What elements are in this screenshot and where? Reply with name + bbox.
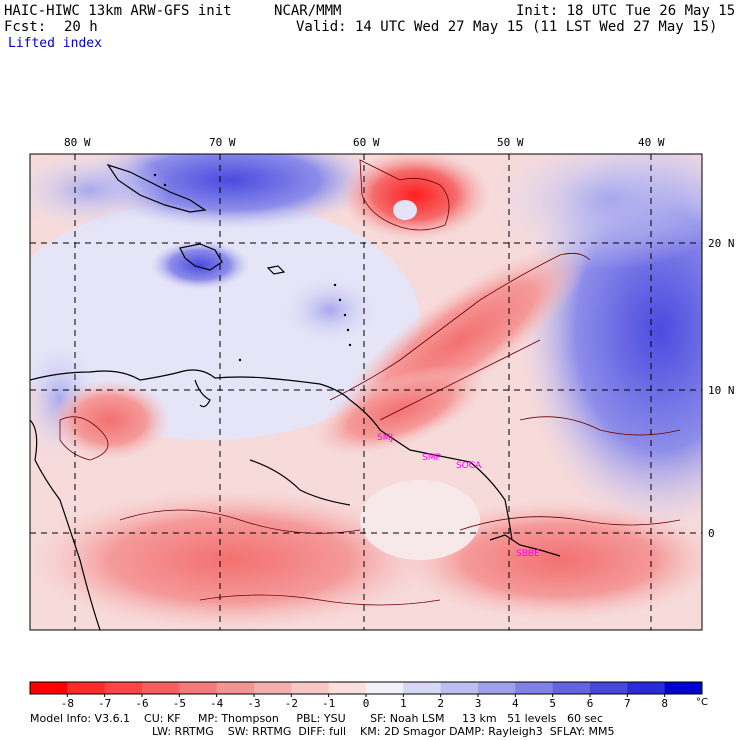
institution: NCAR/MMM bbox=[274, 3, 342, 19]
station-soca: SOCA bbox=[456, 461, 482, 471]
colorbar-swatch bbox=[254, 682, 292, 694]
longitude-labels: 80 W 70 W 60 W 50 W 40 W bbox=[64, 136, 665, 149]
map-frame bbox=[29, 153, 703, 631]
colorbar-swatch bbox=[440, 682, 479, 694]
colorbar-tick-label: -1 bbox=[322, 697, 335, 710]
colorbar-swatch bbox=[30, 682, 68, 694]
colorbar-tick-label: -5 bbox=[173, 697, 186, 710]
lon-label-40w: 40 W bbox=[638, 136, 665, 149]
lon-label-80w: 80 W bbox=[64, 136, 91, 149]
station-labels: SMJ SMP SOCA SBBE bbox=[377, 433, 540, 559]
lon-label-50w: 50 W bbox=[497, 136, 524, 149]
lon-label-60w: 60 W bbox=[353, 136, 380, 149]
valid-time: Valid: 14 UTC Wed 27 May 15 (11 LST Wed … bbox=[296, 19, 718, 35]
colorbar-tick-label: -6 bbox=[135, 697, 148, 710]
colorbar-tick-label: -7 bbox=[98, 697, 111, 710]
init-time: Init: 18 UTC Tue 26 May 15 bbox=[516, 3, 736, 19]
colorbar-tick-label: 8 bbox=[661, 697, 668, 710]
footer-model-info: Model Info: V3.6.1 CU: KF MP: Thompson P… bbox=[30, 712, 603, 725]
colorbar-tick-label: 4 bbox=[512, 697, 519, 710]
colorbar-tick-label: 6 bbox=[587, 697, 594, 710]
colorbar-swatch bbox=[552, 682, 591, 694]
colorbar-tick-label: -8 bbox=[61, 697, 74, 710]
colorbar-unit: °C bbox=[696, 697, 708, 708]
colorbar-tick-label: 5 bbox=[549, 697, 556, 710]
forecast-hours: 20 h bbox=[64, 19, 98, 35]
graticule bbox=[30, 154, 702, 630]
colorbar-tick-label: 3 bbox=[475, 697, 482, 710]
colorbar-labels: -8 -7 -6 -5 -4 -3 -2 -1 0 1 2 3 4 5 6 7 8 bbox=[61, 697, 668, 710]
contours bbox=[59, 159, 681, 606]
colorbar-tick-label: -3 bbox=[247, 697, 260, 710]
footer-physics-info: LW: RRTMG SW: RRTMG DIFF: full KM: 2D Sm… bbox=[152, 725, 615, 738]
lat-label-10n: 10 N bbox=[708, 384, 735, 397]
colorbar-swatch bbox=[366, 682, 404, 694]
colorbar-swatch bbox=[179, 682, 218, 694]
colorbar-tick-label: 2 bbox=[437, 697, 444, 710]
colorbar-tick-label: -2 bbox=[285, 697, 298, 710]
colorbar-tick-label: 0 bbox=[363, 697, 370, 710]
colorbar-swatch bbox=[216, 682, 255, 694]
colorbar-swatch bbox=[403, 682, 442, 694]
coastlines bbox=[30, 163, 561, 630]
colorbar-swatch bbox=[104, 682, 143, 694]
colorbar-swatch bbox=[664, 682, 703, 694]
station-sbbe: SBBE bbox=[516, 549, 540, 559]
colorbar-swatch bbox=[627, 682, 666, 694]
colorbar bbox=[29, 681, 703, 697]
colorbar-swatch bbox=[515, 682, 554, 694]
lat-label-0: 0 bbox=[708, 527, 715, 540]
field-name: Lifted index bbox=[8, 36, 102, 51]
model-title: HAIC-HIWC 13km ARW-GFS init bbox=[4, 3, 232, 19]
forecast-label: Fcst: bbox=[4, 19, 47, 35]
colorbar-swatch bbox=[478, 682, 516, 694]
lifted-index-field bbox=[30, 154, 702, 630]
station-smj: SMJ bbox=[377, 433, 393, 443]
colorbar-tick-label: 1 bbox=[400, 697, 407, 710]
lon-label-70w: 70 W bbox=[209, 136, 236, 149]
colorbar-swatch bbox=[328, 682, 367, 694]
latitude-labels: 20 N 10 N 0 bbox=[708, 237, 735, 540]
islands bbox=[153, 173, 352, 362]
colorbar-tick-label: -4 bbox=[210, 697, 224, 710]
colorbar-swatch bbox=[142, 682, 180, 694]
colorbar-swatch bbox=[590, 682, 628, 694]
colorbar-swatch bbox=[291, 682, 330, 694]
colorbar-tick-label: 7 bbox=[624, 697, 631, 710]
colorbar-swatch bbox=[67, 682, 106, 694]
station-smp: SMP bbox=[422, 453, 441, 463]
lat-label-20n: 20 N bbox=[708, 237, 735, 250]
